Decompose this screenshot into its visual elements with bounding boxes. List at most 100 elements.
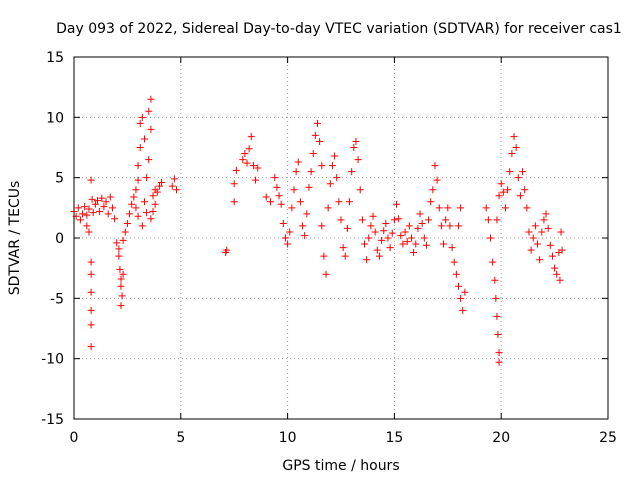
data-point [501, 204, 509, 212]
data-point [494, 331, 502, 339]
data-point [452, 270, 460, 278]
data-point [151, 186, 159, 194]
data-point [386, 244, 394, 252]
data-point [249, 162, 257, 170]
data-point [316, 137, 324, 145]
chart-title: Day 093 of 2022, Sidereal Day-to-day VTE… [56, 21, 622, 37]
data-point [495, 358, 503, 366]
data-point [546, 241, 554, 249]
data-point [523, 204, 531, 212]
x-tick-label: 20 [492, 430, 510, 446]
data-point [444, 204, 452, 212]
data-point [427, 198, 435, 206]
data-point [158, 178, 166, 186]
data-point [442, 216, 450, 224]
data-point [104, 210, 112, 218]
data-point [551, 264, 559, 272]
data-point [448, 244, 456, 252]
data-point [482, 204, 490, 212]
data-point [149, 192, 157, 200]
data-point [87, 258, 95, 266]
data-point [279, 220, 287, 228]
data-point [309, 150, 317, 158]
data-point [98, 194, 106, 202]
data-point [324, 204, 332, 212]
data-point [373, 246, 381, 254]
data-point [301, 232, 309, 240]
data-point [303, 210, 311, 218]
data-point [143, 209, 151, 217]
data-point [173, 186, 181, 194]
data-point [350, 144, 358, 151]
data-point [335, 198, 343, 206]
data-point [134, 212, 142, 220]
data-point [495, 349, 503, 357]
data-point [87, 176, 95, 184]
data-point [87, 270, 95, 278]
y-tick-label: -5 [50, 291, 64, 307]
data-point [128, 200, 136, 208]
data-point [134, 176, 142, 184]
data-point [87, 288, 95, 296]
data-point [514, 174, 522, 182]
data-point [412, 240, 420, 248]
x-tick-label: 10 [279, 430, 297, 446]
data-point [457, 204, 465, 212]
data-point [93, 197, 101, 205]
data-point [375, 252, 383, 260]
data-point [275, 192, 283, 200]
data-point [239, 156, 247, 164]
y-tick-labels: -15 -10 -5 0 5 10 15 [41, 50, 64, 428]
data-point [117, 275, 125, 283]
data-point [318, 162, 326, 170]
data-point [405, 222, 413, 230]
data-point [314, 119, 322, 127]
data-point [230, 198, 238, 206]
data-point [407, 234, 415, 242]
data-point [516, 192, 524, 200]
data-point [356, 186, 364, 194]
data-point [85, 205, 93, 213]
data-point [497, 180, 505, 188]
data-point [284, 240, 292, 248]
data-point [382, 220, 390, 228]
y-tick-label: 10 [46, 110, 64, 126]
data-point [102, 198, 110, 206]
data-point [435, 204, 443, 212]
data-point [252, 176, 260, 184]
data-point [401, 228, 409, 236]
data-point [288, 204, 296, 212]
data-point [425, 216, 433, 224]
data-point [495, 192, 503, 200]
data-point [140, 198, 148, 206]
data-point [91, 200, 99, 208]
data-point [418, 220, 426, 228]
data-point [354, 156, 362, 164]
data-point [341, 252, 349, 260]
data-point [286, 228, 294, 236]
data-point [85, 228, 93, 236]
data-point [145, 156, 153, 164]
y-tick-label: -10 [41, 352, 64, 368]
data-point [540, 216, 548, 224]
data-point [538, 228, 546, 236]
data-point [290, 186, 298, 194]
data-point [87, 306, 95, 314]
data-point [410, 248, 418, 256]
data-point [337, 216, 345, 224]
data-point [493, 312, 501, 320]
data-point [243, 159, 251, 167]
data-point [531, 222, 539, 230]
data-point [437, 222, 445, 230]
data-point [87, 321, 95, 329]
data-point [115, 245, 123, 253]
data-point [136, 119, 144, 127]
data-point [277, 200, 285, 208]
data-point [138, 222, 146, 230]
data-point [328, 162, 336, 170]
data-point [493, 216, 501, 224]
x-axis-label: GPS time / hours [282, 458, 399, 474]
data-point [113, 239, 121, 247]
data-point [117, 282, 125, 290]
data-point [168, 182, 176, 190]
